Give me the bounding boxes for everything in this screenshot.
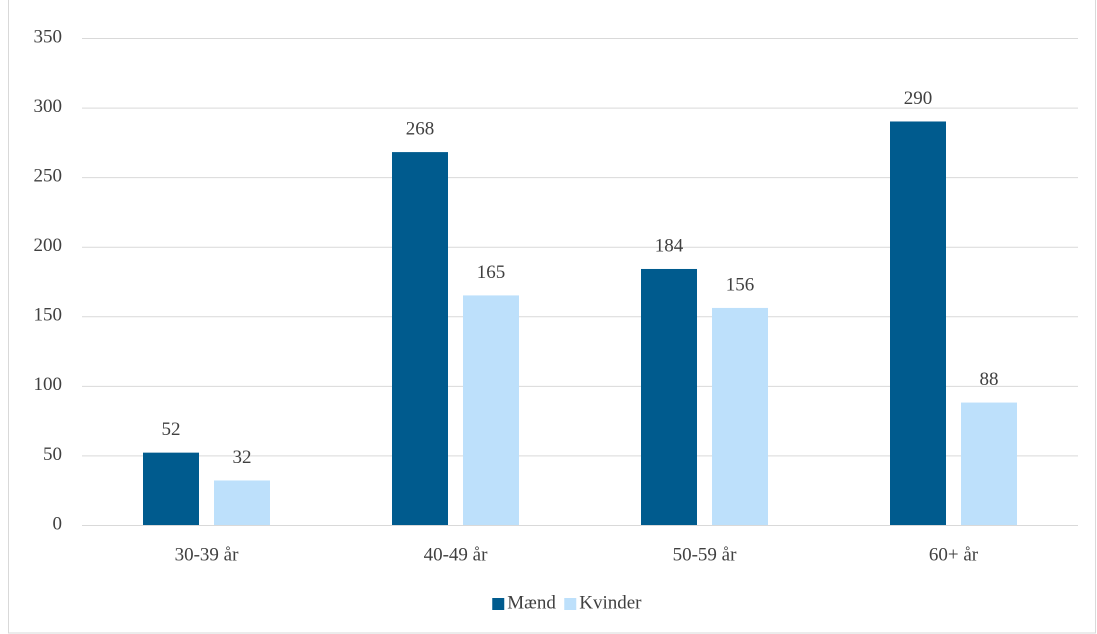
y-tick-label: 300: [34, 96, 63, 117]
y-tick-label: 0: [53, 513, 63, 534]
x-tick-label: 60+ år: [929, 544, 979, 565]
bar: [712, 307, 768, 525]
legend-label: Mænd: [507, 592, 556, 613]
data-label: 165: [477, 262, 506, 283]
x-tick-label: 40-49 år: [424, 544, 489, 565]
data-label: 156: [726, 274, 755, 295]
bar: [392, 152, 448, 525]
y-tick-label: 50: [43, 444, 62, 465]
legend-label: Kvinder: [579, 592, 642, 613]
x-tick-label: 30-39 år: [175, 544, 240, 565]
y-tick-label: 200: [34, 235, 63, 256]
bar: [890, 121, 946, 525]
data-label: 268: [406, 118, 435, 139]
data-label: 290: [904, 88, 933, 109]
y-tick-label: 350: [34, 26, 63, 47]
data-label: 88: [980, 369, 999, 390]
bar: [961, 402, 1017, 525]
y-tick-label: 250: [34, 166, 63, 187]
bar: [214, 480, 270, 525]
data-label: 32: [233, 447, 252, 468]
bar: [143, 452, 199, 525]
legend-swatch: [564, 598, 577, 610]
y-tick-label: 150: [34, 305, 63, 326]
x-tick-label: 50-59 år: [673, 544, 738, 565]
bar: [463, 295, 519, 525]
bar: [641, 268, 697, 525]
y-tick-label: 100: [34, 374, 63, 395]
data-label: 184: [655, 235, 684, 256]
data-label: 52: [162, 419, 181, 440]
legend-swatch: [492, 598, 505, 610]
